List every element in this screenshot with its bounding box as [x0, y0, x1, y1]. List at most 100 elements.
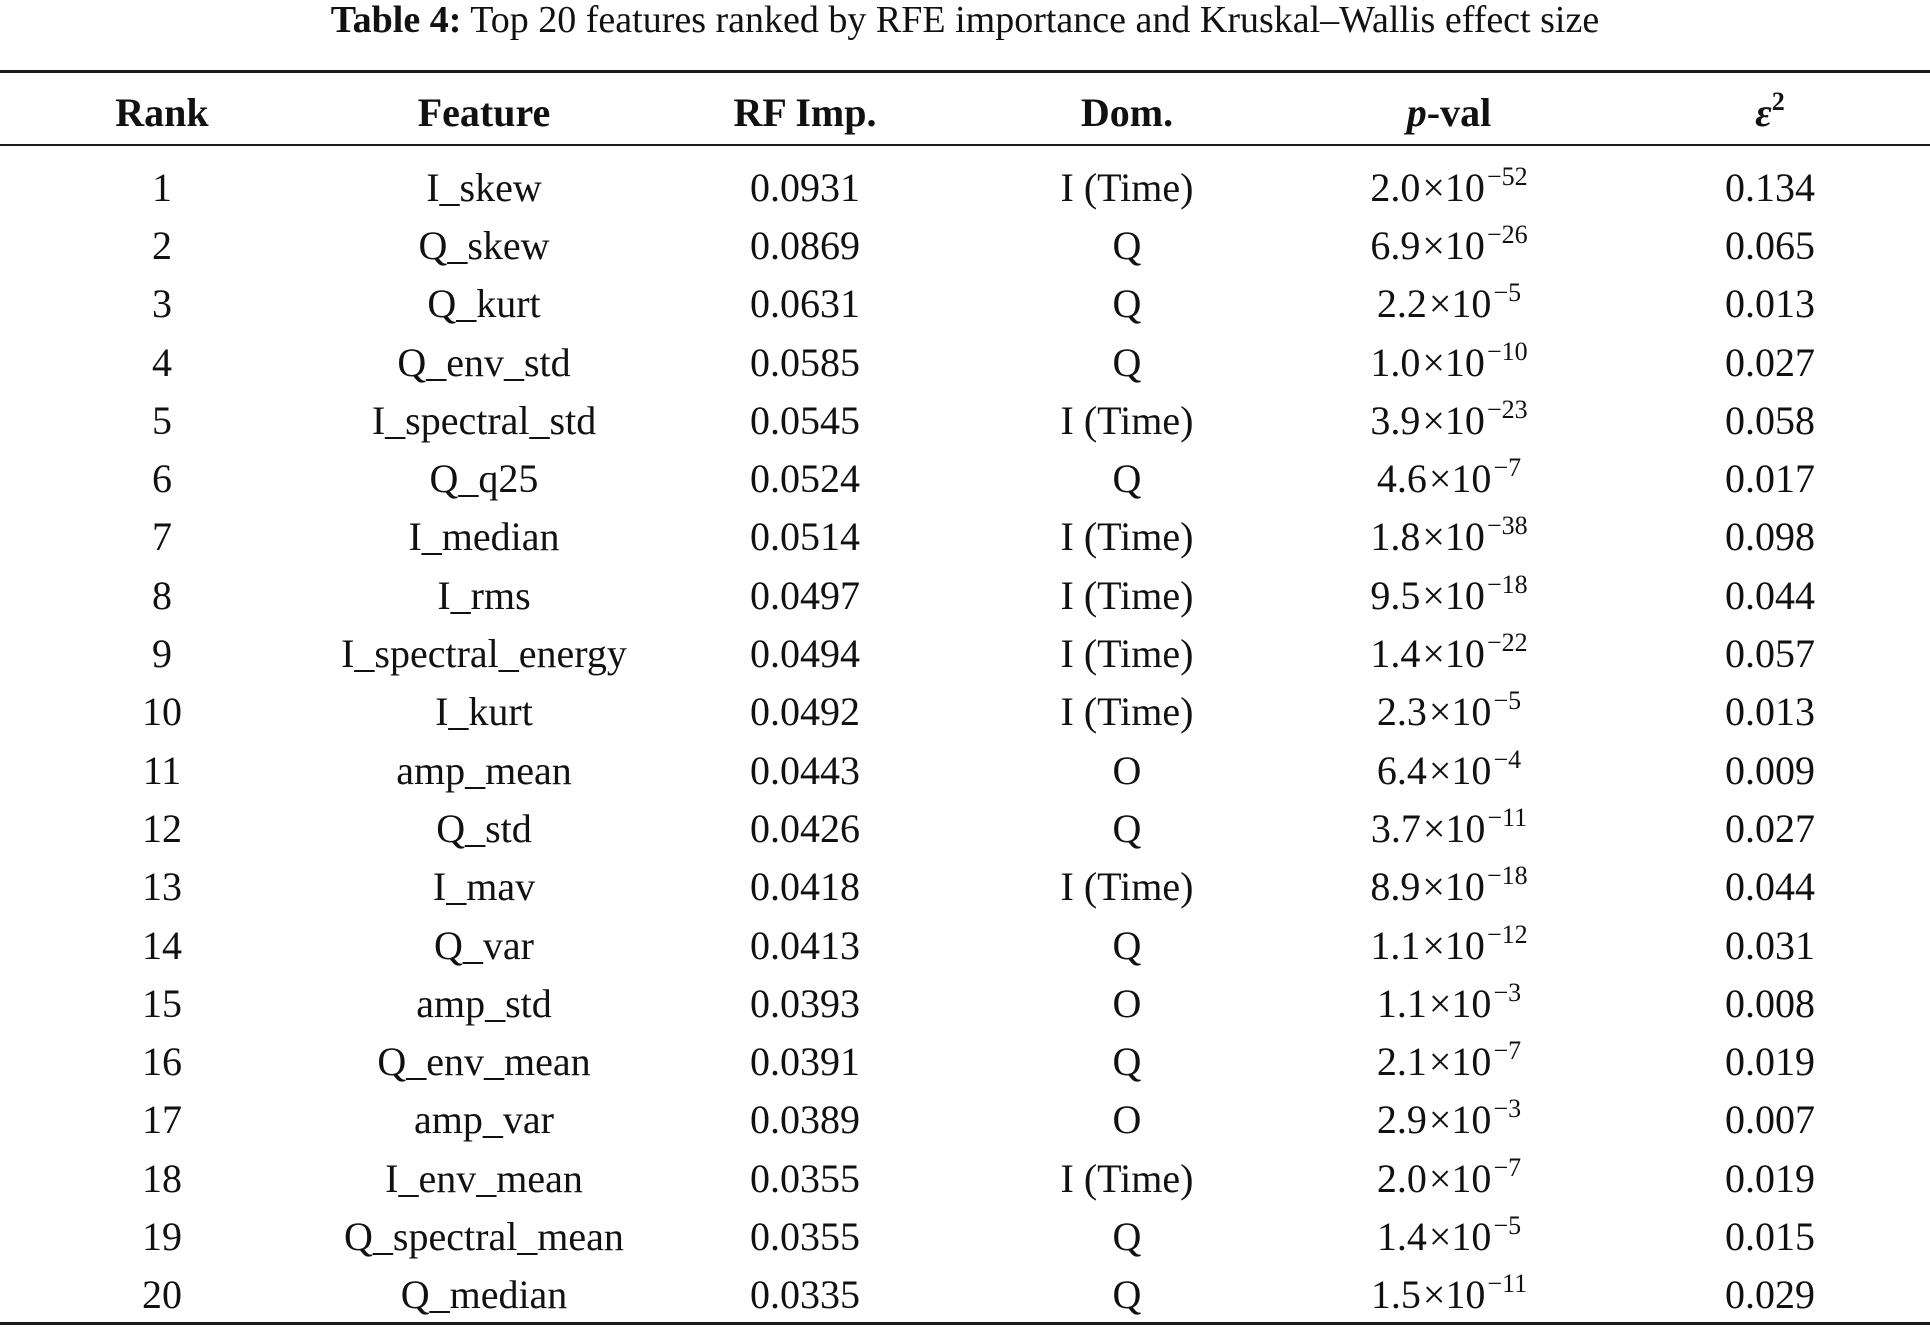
- cell-feature: Q_median: [400, 1272, 568, 1318]
- times-symbol: ×10: [1428, 689, 1492, 735]
- cell-rank: 4: [152, 339, 172, 385]
- cell-feature: Q_std: [436, 805, 532, 851]
- times-symbol: ×10: [1428, 1213, 1492, 1259]
- times-symbol: ×10: [1422, 164, 1485, 210]
- pval-exponent: −38: [1486, 511, 1528, 541]
- header-epsilon-symbol: ε: [1755, 89, 1772, 135]
- table-row: 19 Q_spectral_mean 0.0355 Q 1.4×10−5 0.015: [0, 1207, 1930, 1265]
- cell-feature: I_skew: [426, 164, 542, 210]
- cell-feature: Q_env_std: [397, 339, 571, 385]
- pval-mantissa: 2.1: [1376, 1039, 1427, 1085]
- cell-dom: I (Time): [1060, 689, 1194, 735]
- cell-pval: 2.2×10−5: [1288, 275, 1610, 333]
- cell-rank: 16: [142, 1039, 182, 1085]
- pval-exponent: −5: [1493, 278, 1522, 308]
- times-symbol: ×10: [1428, 1097, 1492, 1143]
- pval-mantissa: 2.9: [1376, 1097, 1427, 1143]
- cell-feature: I_spectral_std: [371, 397, 597, 443]
- pval-exponent: −10: [1486, 336, 1528, 366]
- cell-rank: 8: [152, 572, 172, 618]
- times-symbol: ×10: [1422, 572, 1485, 618]
- cell-feature: I_rms: [437, 572, 531, 618]
- cell-rf-imp: 0.0355: [750, 1213, 860, 1259]
- times-symbol: ×10: [1428, 456, 1492, 502]
- cell-epsilon: 0.008: [1725, 980, 1815, 1026]
- cell-pval: 9.5×10−18: [1288, 566, 1610, 624]
- pval-exponent: −11: [1487, 802, 1528, 832]
- times-symbol: ×10: [1422, 631, 1485, 677]
- cell-dom: O: [1112, 1097, 1142, 1143]
- pval-mantissa: 3.9: [1370, 397, 1421, 443]
- table-row: 17 amp_var 0.0389 O 2.9×10−3 0.007: [0, 1091, 1930, 1149]
- cell-rank: 10: [142, 689, 182, 735]
- table-row: 8 I_rms 0.0497 I (Time) 9.5×10−18 0.044: [0, 566, 1930, 624]
- cell-rank: 12: [142, 805, 182, 851]
- cell-rank: 5: [152, 397, 172, 443]
- cell-dom: Q: [1112, 281, 1142, 327]
- cell-feature: I_mav: [432, 864, 536, 910]
- cell-dom: I (Time): [1060, 1155, 1194, 1201]
- cell-feature: Q_var: [434, 922, 534, 968]
- cell-rank: 3: [152, 281, 172, 327]
- cell-dom: I (Time): [1060, 164, 1194, 210]
- cell-pval: 8.9×10−18: [1288, 858, 1610, 916]
- table-row: 12 Q_std 0.0426 Q 3.7×10−11 0.027: [0, 799, 1930, 857]
- cell-epsilon: 0.027: [1725, 805, 1815, 851]
- cell-pval: 2.0×10−7: [1288, 1149, 1610, 1207]
- header-feature: Feature: [417, 89, 551, 135]
- cell-rf-imp: 0.0545: [750, 397, 860, 443]
- pval-exponent: −12: [1486, 919, 1528, 949]
- cell-rf-imp: 0.0524: [750, 456, 860, 502]
- table-row: 13 I_mav 0.0418 I (Time) 8.9×10−18 0.044: [0, 858, 1930, 916]
- cell-feature: Q_skew: [418, 222, 550, 268]
- times-symbol: ×10: [1422, 1272, 1486, 1318]
- times-symbol: ×10: [1422, 339, 1485, 385]
- cell-rf-imp: 0.0426: [750, 805, 860, 851]
- cell-epsilon: 0.044: [1725, 572, 1815, 618]
- cell-epsilon: 0.007: [1725, 1097, 1815, 1143]
- cell-feature: amp_mean: [396, 747, 572, 793]
- cell-epsilon: 0.065: [1725, 222, 1815, 268]
- cell-dom: I (Time): [1060, 631, 1194, 677]
- table-row: 1 I_skew 0.0931 I (Time) 2.0×10−52 0.134: [0, 148, 1930, 216]
- pval-exponent: −7: [1493, 1036, 1522, 1066]
- cell-pval: 1.8×10−38: [1288, 508, 1610, 566]
- pval-mantissa: 2.0: [1376, 1155, 1427, 1201]
- pval-exponent: −18: [1486, 569, 1528, 599]
- times-symbol: ×10: [1422, 922, 1485, 968]
- cell-rank: 14: [142, 922, 182, 968]
- cell-rank: 6: [152, 456, 172, 502]
- cell-dom: I (Time): [1060, 864, 1194, 910]
- pval-mantissa: 6.9: [1370, 222, 1421, 268]
- cell-rank: 17: [142, 1097, 182, 1143]
- cell-epsilon: 0.031: [1725, 922, 1815, 968]
- cell-feature: amp_std: [416, 980, 552, 1026]
- cell-epsilon: 0.044: [1725, 864, 1815, 910]
- cell-rank: 1: [152, 164, 172, 210]
- pval-mantissa: 1.1: [1370, 922, 1421, 968]
- cell-feature: I_median: [408, 514, 560, 560]
- table-row: 16 Q_env_mean 0.0391 Q 2.1×10−7 0.019: [0, 1032, 1930, 1090]
- cell-dom: I (Time): [1060, 572, 1194, 618]
- pval-mantissa: 1.0: [1370, 339, 1421, 385]
- cell-feature: Q_spectral_mean: [344, 1213, 624, 1259]
- pval-exponent: −18: [1486, 861, 1528, 891]
- cell-pval: 3.7×10−11: [1288, 799, 1610, 857]
- header-rank: Rank: [115, 89, 209, 135]
- cell-rf-imp: 0.0393: [750, 980, 860, 1026]
- cell-epsilon: 0.134: [1725, 164, 1815, 210]
- cell-epsilon: 0.027: [1725, 339, 1815, 385]
- table-row: 2 Q_skew 0.0869 Q 6.9×10−26 0.065: [0, 216, 1930, 274]
- pval-mantissa: 8.9: [1370, 864, 1421, 910]
- cell-dom: Q: [1112, 805, 1142, 851]
- bottom-rule: [0, 1322, 1930, 1325]
- cell-rank: 9: [152, 631, 172, 677]
- table-row: 5 I_spectral_std 0.0545 I (Time) 3.9×10−23 0.…: [0, 391, 1930, 449]
- cell-rank: 20: [142, 1272, 182, 1318]
- cell-pval: 1.1×10−12: [1288, 916, 1610, 974]
- cell-rf-imp: 0.0355: [750, 1155, 860, 1201]
- pval-mantissa: 3.7: [1370, 805, 1421, 851]
- results-table: Rank Feature RF Imp. Dom. p-val ε2 1 I_sk…: [0, 76, 1930, 1324]
- cell-feature: I_env_mean: [385, 1155, 583, 1201]
- cell-pval: 1.5×10−11: [1288, 1266, 1610, 1324]
